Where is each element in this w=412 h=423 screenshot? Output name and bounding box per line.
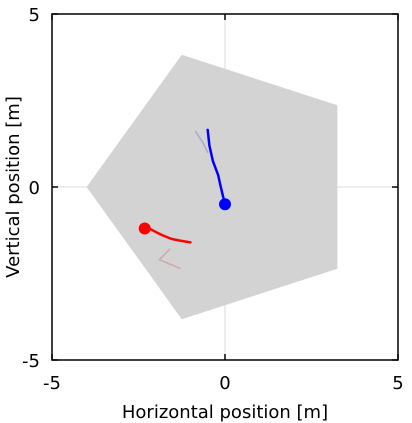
series-1-trail [158,248,181,270]
x-axis-label: Horizontal position [m] [122,402,328,423]
series-0-marker [219,198,231,211]
series-0-trail [194,130,209,154]
x-tick-label: -5 [43,373,61,394]
series-1-marker [138,222,151,235]
region-pentagon [86,54,338,320]
plot-area [52,14,398,360]
series-0-path [206,128,227,206]
x-tick-label: 5 [392,373,403,394]
y-tick-label: 5 [29,5,40,26]
y-tick-label: -5 [22,351,40,372]
y-tick-label: 0 [29,178,40,199]
x-tick-label: 0 [219,373,230,394]
y-axis-label: Vertical position [m] [3,96,24,278]
axes: -5 0 5 -5 0 5 [22,5,404,394]
